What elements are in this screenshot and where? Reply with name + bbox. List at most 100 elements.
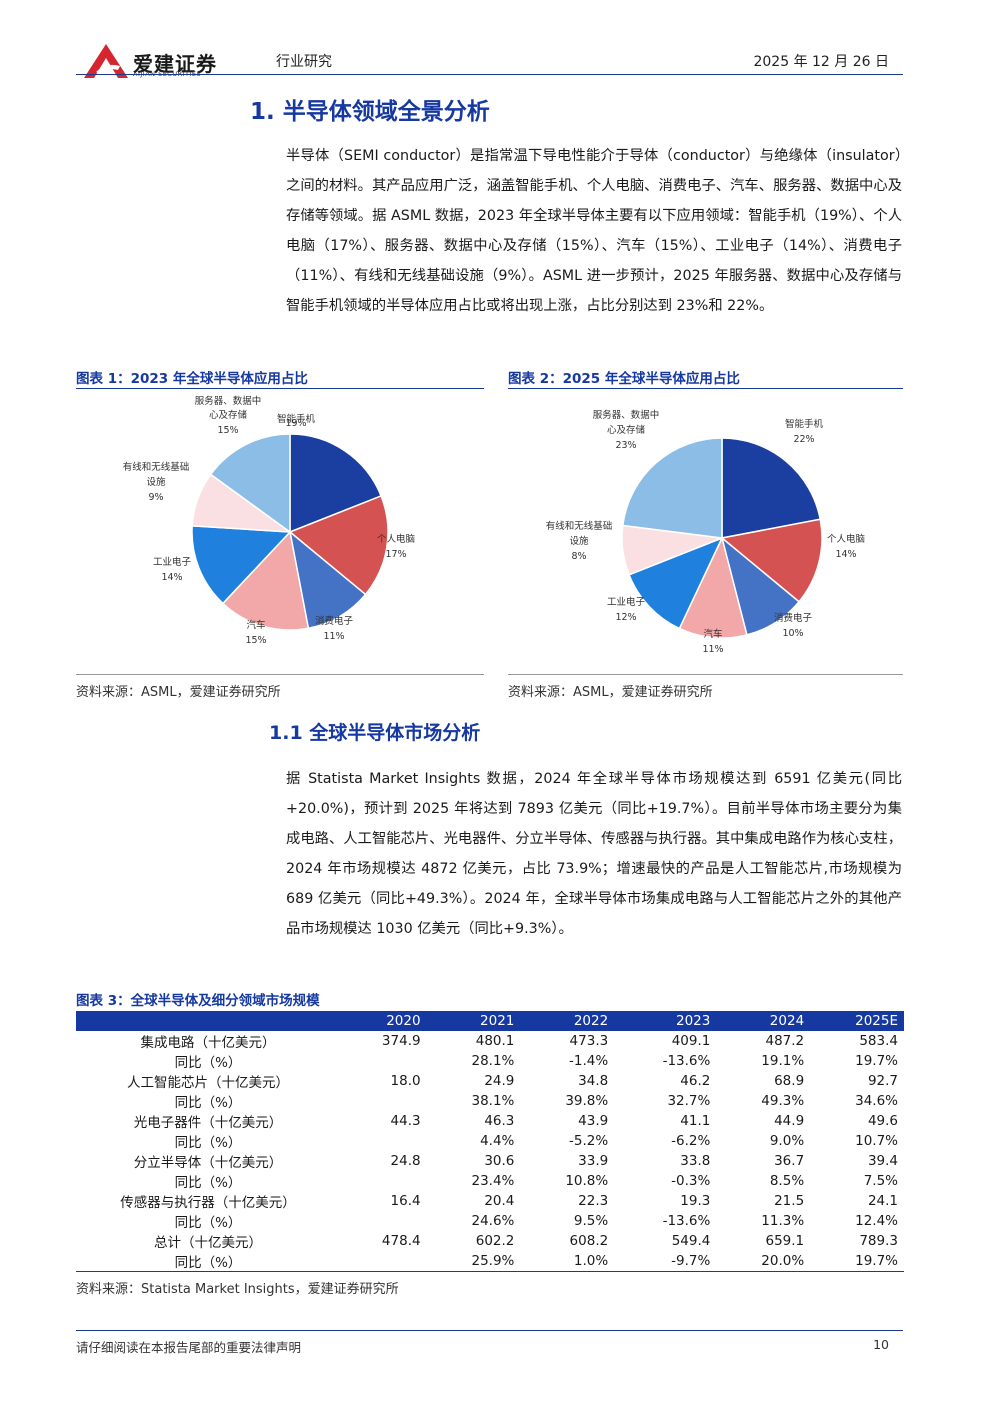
table-cell: 23.4% xyxy=(471,1173,515,1189)
pie-value-label: 10% xyxy=(782,628,803,639)
pie-category-label: 个人电脑 xyxy=(377,533,415,545)
table-cell: 44.3 xyxy=(390,1113,421,1129)
table-cell: 38.1% xyxy=(471,1093,515,1109)
table-cell: 28.1% xyxy=(471,1053,515,1069)
pie-category-label: 设施 xyxy=(146,476,166,488)
column-header: 2022 xyxy=(520,1011,615,1031)
footer-disclaimer: 请仔细阅读在本报告尾部的重要法律声明 xyxy=(76,1340,302,1355)
table-cell: 10.7% xyxy=(855,1133,898,1149)
row-label: 同比（%） xyxy=(174,1055,242,1071)
table-cell: 24.6% xyxy=(471,1213,515,1229)
figure-2-source: 资料来源：ASML，爱建证券研究所 xyxy=(508,685,713,700)
heading-1-1: 1.1 全球半导体市场分析 xyxy=(269,722,481,744)
table-cell: 39.8% xyxy=(565,1093,609,1109)
column-header: 2020 xyxy=(340,1011,427,1031)
pie-category-label: 工业电子 xyxy=(153,556,192,568)
table-cell: 608.2 xyxy=(569,1233,609,1249)
table-cell: 478.4 xyxy=(381,1233,421,1249)
pie-category-label: 心及存储 xyxy=(607,424,646,436)
row-label: 同比（%） xyxy=(174,1215,242,1231)
table-cell: -13.6% xyxy=(662,1213,711,1229)
table-cell: 12.4% xyxy=(855,1213,898,1229)
table-cell: 25.9% xyxy=(426,1251,521,1272)
pie-slice xyxy=(221,530,310,631)
table-row: 集成电路（十亿美元） 374.9 480.1 473.3 409.1 487.2 583.4 xyxy=(76,1031,904,1051)
pie-category-label: 服务器、数据中 xyxy=(593,409,660,421)
table-cell: 33.9 xyxy=(578,1153,609,1169)
row-label: 集成电路（十亿美元） xyxy=(140,1035,276,1051)
row-label: 分立半导体（十亿美元） xyxy=(133,1155,283,1171)
table-cell: -6.2% xyxy=(671,1133,711,1149)
pie-category-label: 心及存储 xyxy=(209,409,248,421)
table-cell: 4.4% xyxy=(480,1133,515,1149)
table-cell: 409.1 xyxy=(671,1033,711,1049)
pie-value-label: 14% xyxy=(835,549,856,560)
table-row: 同比（%） 23.4% 10.8% -0.3% 8.5% 7.5% xyxy=(76,1171,904,1191)
table-cell: 602.2 xyxy=(475,1233,515,1249)
table-cell: 24.8 xyxy=(390,1153,421,1169)
row-label: 同比（%） xyxy=(174,1095,242,1111)
column-header: 2023 xyxy=(614,1011,717,1031)
table-cell: 9.5% xyxy=(573,1213,609,1229)
row-label: 光电子器件（十亿美元） xyxy=(133,1115,283,1131)
table-cell: 68.9 xyxy=(774,1073,805,1089)
row-label: 同比（%） xyxy=(174,1175,242,1191)
table-cell: 46.3 xyxy=(484,1113,515,1129)
table-cell: 374.9 xyxy=(381,1033,421,1049)
footer-divider xyxy=(76,1330,903,1331)
pie-slice xyxy=(191,525,292,605)
table-cell: 1.0% xyxy=(520,1251,615,1272)
figure-1-bottom-rule xyxy=(76,674,484,675)
table-cell: 659.1 xyxy=(765,1233,805,1249)
pie-value-label: 14% xyxy=(161,572,182,583)
pie-category-label: 个人电脑 xyxy=(827,533,865,545)
column-header: 2021 xyxy=(426,1011,521,1031)
row-label: 同比（%） xyxy=(76,1251,340,1272)
pie-category-label: 有线和无线基础 xyxy=(546,520,613,532)
table-cell: 19.1% xyxy=(761,1053,805,1069)
pie-slice xyxy=(721,437,822,539)
table-cell: 22.3 xyxy=(578,1193,609,1209)
pie-category-label: 服务器、数据中 xyxy=(195,395,262,407)
table-cell: 20.0% xyxy=(716,1251,811,1272)
table-cell: 9.0% xyxy=(769,1133,805,1149)
pie-slice xyxy=(209,433,291,534)
column-header: 2025E xyxy=(810,1011,904,1031)
figure-2-bottom-rule xyxy=(508,674,903,675)
table-cell: -1.4% xyxy=(569,1053,609,1069)
table-cell: 549.4 xyxy=(671,1233,711,1249)
table-cell: 21.5 xyxy=(774,1193,805,1209)
table-row: 人工智能芯片（十亿美元） 18.0 24.9 34.8 46.2 68.9 92.7 xyxy=(76,1071,904,1091)
table-cell: 49.6 xyxy=(867,1113,898,1129)
pie-value-label: 11% xyxy=(323,631,344,642)
pie-value-label: 22% xyxy=(793,434,814,445)
table-cell: -0.3% xyxy=(671,1173,711,1189)
table-cell: 19.7% xyxy=(810,1251,904,1272)
table-header-row: 2020 2021 2022 2023 2024 2025E xyxy=(76,1011,904,1031)
table-cell: 92.7 xyxy=(867,1073,898,1089)
pie-category-label: 有线和无线基础 xyxy=(123,461,190,473)
pie-category-label: 工业电子 xyxy=(607,596,646,608)
table-cell: 46.2 xyxy=(680,1073,711,1089)
table-cell: 43.9 xyxy=(578,1113,609,1129)
table-cell xyxy=(340,1171,427,1191)
table-cell: 16.4 xyxy=(390,1193,421,1209)
table-cell: 44.9 xyxy=(774,1113,805,1129)
table-cell: -9.7% xyxy=(614,1251,717,1272)
table-cell: 34.6% xyxy=(855,1093,898,1109)
row-label: 人工智能芯片（十亿美元） xyxy=(127,1075,289,1091)
table-cell: 18.0 xyxy=(390,1073,421,1089)
report-date: 2025 年 12 月 26 日 xyxy=(753,54,889,70)
pie-category-label: 设施 xyxy=(569,535,589,547)
table-row: 光电子器件（十亿美元） 44.3 46.3 43.9 41.1 44.9 49.6 xyxy=(76,1111,904,1131)
header-divider xyxy=(76,74,903,75)
report-section: 行业研究 xyxy=(276,54,332,70)
pie-value-label: 17% xyxy=(385,549,406,560)
table-row: 传感器与执行器（十亿美元） 16.4 20.4 22.3 19.3 21.5 24.1 xyxy=(76,1191,904,1211)
table-3-source: 资料来源：Statista Market Insights，爱建证券研究所 xyxy=(76,1282,399,1297)
table-cell: 789.3 xyxy=(859,1233,898,1249)
table-cell: 32.7% xyxy=(667,1093,711,1109)
table-cell: 33.8 xyxy=(680,1153,711,1169)
table-cell: -13.6% xyxy=(662,1053,711,1069)
figure-2-title: 图表 2：2025 年全球半导体应用占比 xyxy=(508,371,740,387)
